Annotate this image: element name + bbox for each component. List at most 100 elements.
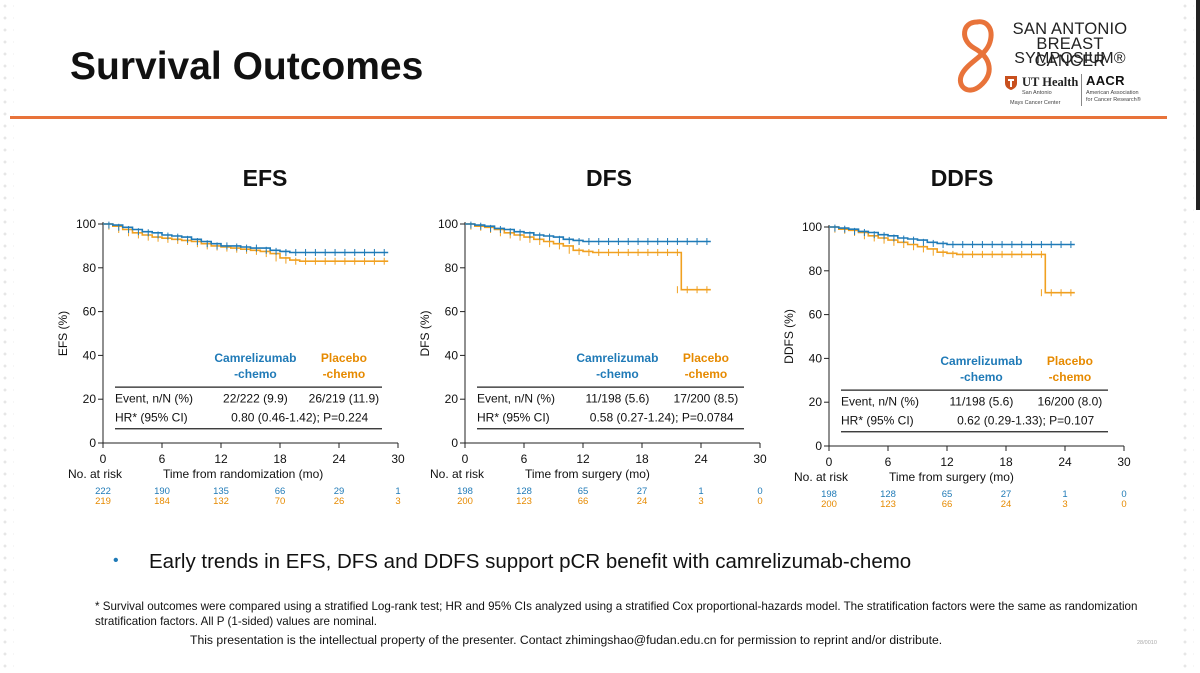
aacr-name: AACR: [1086, 73, 1125, 88]
chart-ddfs-legend-camrelizumab-line1: Camrelizumab: [940, 354, 1022, 368]
chart-ddfs-risk-camrelizumab-value: 0: [1121, 489, 1126, 500]
chart-efs-risk-camrelizumab-value: 135: [213, 486, 229, 497]
chart-efs-x-tick-label: 18: [273, 452, 287, 466]
chart-ddfs-x-tick-label: 18: [999, 455, 1013, 469]
chart-dfs-y-tick-label: 20: [445, 392, 459, 406]
chart-dfs-y-tick-label: 40: [445, 348, 459, 362]
chart-ddfs-legend-camrelizumab-line2: -chemo: [960, 370, 1003, 384]
logo-line-1: SAN ANTONIO: [1012, 20, 1128, 38]
logo-line-3: SYMPOSIUM®: [1014, 50, 1126, 67]
chart-ddfs-y-label: DDFS (%): [782, 309, 796, 364]
chart-dfs-x-tick-label: 6: [521, 452, 528, 466]
aacr-sub1: American Association: [1086, 90, 1139, 96]
chart-dfs-risk-placebo-value: 3: [698, 496, 703, 507]
chart-efs-stats-event-placebo: 26/219 (11.9): [309, 391, 380, 405]
chart-efs-y-tick-label: 40: [83, 348, 97, 362]
chart-dfs-legend-camrelizumab-line2: -chemo: [596, 367, 639, 381]
chart-dfs-series-camrelizumab-line: [465, 223, 711, 243]
chart-efs-risk-camrelizumab-value: 29: [334, 486, 345, 497]
chart-dfs-x-tick-label: 18: [635, 452, 649, 466]
chart-efs-risk-placebo-value: 132: [213, 496, 229, 507]
chart-ddfs-y-tick-label: 80: [809, 264, 823, 278]
chart-efs-y-tick-label: 60: [83, 305, 97, 319]
chart-efs-legend-placebo-line1: Placebo: [321, 351, 367, 365]
chart-ddfs-risk-placebo-value: 0: [1121, 499, 1126, 510]
chart-dfs-y-tick-label: 80: [445, 261, 459, 275]
chart-ddfs-legend-placebo-line2: -chemo: [1049, 370, 1092, 384]
chart-efs-risk-placebo-value: 70: [275, 496, 286, 507]
right-dot-pattern: [1180, 0, 1194, 673]
chart-dfs-y-label: DFS (%): [418, 311, 432, 357]
ut-shield-icon: [1005, 76, 1017, 90]
chart-efs-y-label: EFS (%): [56, 311, 70, 356]
slide-title: Survival Outcomes: [70, 45, 424, 88]
chart-dfs-stats-hr-value: 0.58 (0.27-1.24); P=0.0784: [590, 411, 734, 425]
chart-ddfs-risk-label: No. at risk: [794, 470, 849, 484]
ut-health-sub1: San Antonio: [1022, 90, 1052, 96]
chart-ddfs-risk-placebo-value: 24: [1001, 499, 1012, 510]
chart-efs-title: EFS: [243, 165, 288, 191]
chart-dfs-risk-placebo-value: 123: [516, 496, 532, 507]
ip-notice: This presentation is the intellectual pr…: [190, 633, 943, 647]
logo-separator: [1081, 74, 1082, 106]
chart-ddfs-risk-camrelizumab-value: 27: [1001, 489, 1012, 500]
chart-efs-x-label: Time from randomization (mo): [163, 467, 323, 481]
chart-ddfs-risk-placebo-value: 66: [942, 499, 953, 510]
chart-efs-stats-event-label: Event, n/N (%): [115, 391, 193, 405]
logo-line-2: BREAST CANCER: [1034, 35, 1106, 70]
chart-ddfs-stats-event-camrelizumab: 11/198 (5.6): [950, 394, 1014, 408]
chart-ddfs-stats-hr-value: 0.62 (0.29-1.33); P=0.107: [957, 414, 1094, 428]
chart-efs-risk-camrelizumab-value: 66: [275, 486, 286, 497]
chart-efs-risk-camrelizumab-value: 190: [154, 486, 170, 497]
chart-ddfs-y-tick-label: 0: [815, 439, 822, 453]
chart-dfs-risk-camrelizumab-value: 128: [516, 486, 532, 497]
chart-dfs-y-tick-label: 60: [445, 305, 459, 319]
chart-dfs-risk-camrelizumab-value: 0: [757, 486, 762, 497]
chart-ddfs-x-tick-label: 6: [885, 455, 892, 469]
chart-dfs-stats-event-camrelizumab: 11/198 (5.6): [586, 391, 650, 405]
chart-ddfs-y-tick-label: 40: [809, 351, 823, 365]
chart-dfs-stats-hr-label: HR* (95% CI): [477, 411, 550, 425]
chart-dfs-risk-camrelizumab-value: 198: [457, 486, 473, 497]
chart-ddfs-x-label: Time from surgery (mo): [889, 470, 1014, 484]
aacr-logo: AACR American Association for Cancer Res…: [1084, 73, 1142, 107]
chart-efs-legend-camrelizumab-line1: Camrelizumab: [214, 351, 296, 365]
chart-efs-legend-camrelizumab-line2: -chemo: [234, 367, 277, 381]
chart-efs-risk-camrelizumab-value: 1: [395, 486, 400, 497]
chart-efs-series-placebo-line: [103, 223, 389, 262]
chart-ddfs-y-tick-label: 100: [802, 220, 822, 234]
chart-dfs-series-placebo-line: [465, 223, 711, 291]
chart-efs-stats-event-camrelizumab: 22/222 (9.9): [223, 391, 288, 405]
right-edge-strip: [1196, 0, 1200, 210]
chart-efs-y-tick-label: 80: [83, 261, 97, 275]
chart-ddfs-x-tick-label: 0: [826, 455, 833, 469]
chart-dfs-x-tick-label: 0: [462, 452, 469, 466]
bullet-text: Early trends in EFS, DFS and DDFS suppor…: [149, 550, 912, 573]
chart-dfs-risk-placebo-value: 24: [637, 496, 648, 507]
chart-ddfs-series-camrelizumab-line: [829, 226, 1075, 246]
chart-ddfs-y-tick-label: 60: [809, 308, 823, 322]
chart-efs-x-tick-label: 6: [159, 452, 166, 466]
chart-ddfs-risk-placebo-value: 3: [1062, 499, 1067, 510]
chart-dfs-stats-event-label: Event, n/N (%): [477, 391, 555, 405]
chart-efs-risk-placebo-value: 184: [154, 496, 170, 507]
chart-dfs-risk-placebo-value: 66: [578, 496, 589, 507]
chart-dfs-risk-placebo-value: 200: [457, 496, 473, 507]
sabcs-logo: SAN ANTONIO BREAST CANCER SYMPOSIUM® UT …: [952, 16, 1142, 108]
chart-ddfs-x-tick-label: 30: [1117, 455, 1131, 469]
chart-ddfs-y-tick-label: 20: [809, 395, 823, 409]
chart-efs-y-tick-label: 20: [83, 392, 97, 406]
chart-efs-risk-placebo-value: 219: [95, 496, 111, 507]
chart-efs-risk-placebo-value: 26: [334, 496, 345, 507]
chart-ddfs-series-placebo-line: [829, 226, 1075, 294]
chart-dfs-title: DFS: [586, 165, 632, 191]
ut-health-name: UT Health: [1022, 75, 1079, 89]
chart-dfs-y-tick-label: 0: [451, 436, 458, 450]
bullet-marker: •: [113, 552, 119, 569]
chart-dfs-risk-placebo-value: 0: [757, 496, 762, 507]
chart-efs-risk-placebo-value: 3: [395, 496, 400, 507]
chart-efs-legend-placebo-line2: -chemo: [323, 367, 366, 381]
chart-ddfs-stats-hr-label: HR* (95% CI): [841, 414, 914, 428]
chart-efs-x-tick-label: 12: [214, 452, 228, 466]
